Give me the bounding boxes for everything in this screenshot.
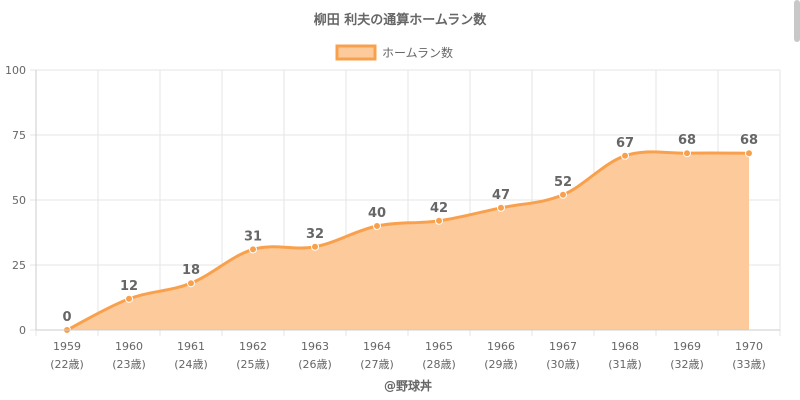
data-point <box>249 245 257 254</box>
legend: ホームラン数 <box>335 44 453 61</box>
chart-title: 柳田 利夫の通算ホームラン数 <box>314 12 487 28</box>
data-label: 12 <box>120 279 138 294</box>
x-tick-label: 1968 <box>611 340 639 353</box>
x-tick-sublabel: (27歳) <box>360 358 394 371</box>
x-tick-sublabel: (30歳) <box>546 358 580 371</box>
data-point <box>311 242 319 251</box>
data-point <box>621 151 629 160</box>
x-tick-sublabel: (31歳) <box>608 358 642 371</box>
data-point <box>373 222 381 230</box>
legend-label: ホームラン数 <box>382 45 453 60</box>
plot-area <box>63 149 753 334</box>
x-tick-label: 1961 <box>177 340 205 353</box>
x-tick-label: 1962 <box>239 340 267 353</box>
data-label: 32 <box>306 227 324 242</box>
data-label: 31 <box>244 229 262 244</box>
data-point <box>125 294 133 303</box>
x-tick-sublabel: (33歳) <box>732 358 766 371</box>
x-tick-sublabel: (25歳) <box>236 358 270 371</box>
x-tick-label: 1963 <box>301 340 329 353</box>
x-tick-sublabel: (26歳) <box>298 358 332 371</box>
data-point <box>497 203 505 212</box>
x-tick-label: 1965 <box>425 340 453 353</box>
y-tick-label: 25 <box>12 259 26 272</box>
legend-swatch <box>335 44 377 61</box>
data-label: 52 <box>554 175 572 190</box>
y-tick-label: 75 <box>12 129 26 142</box>
data-label: 47 <box>492 188 510 203</box>
series-area-fill <box>67 151 749 330</box>
y-tick-label: 0 <box>19 324 26 337</box>
data-label: 18 <box>182 263 200 278</box>
data-point <box>683 149 691 158</box>
data-label: 0 <box>62 310 71 325</box>
data-label: 68 <box>740 133 758 148</box>
scrollbar-thumb[interactable] <box>794 0 800 42</box>
data-label: 42 <box>430 201 448 216</box>
data-point <box>435 216 443 225</box>
data-point <box>187 279 195 288</box>
y-tick-label: 50 <box>12 194 26 207</box>
credit-text: @野球丼 <box>384 378 432 393</box>
x-tick-label: 1960 <box>115 340 143 353</box>
data-label: 40 <box>368 206 386 221</box>
x-tick-label: 1969 <box>673 340 701 353</box>
x-tick-sublabel: (29歳) <box>484 358 518 371</box>
y-tick-label: 100 <box>5 64 26 77</box>
x-tick-sublabel: (23歳) <box>112 358 146 371</box>
x-tick-label: 1970 <box>735 340 763 353</box>
x-tick-sublabel: (28歳) <box>422 358 456 371</box>
x-tick-label: 1964 <box>363 340 391 353</box>
data-point <box>745 149 753 158</box>
data-labels: 0 12 18 31 32 40 42 47 52 67 68 68 <box>62 133 758 325</box>
data-label: 68 <box>678 133 696 148</box>
data-point <box>559 190 567 199</box>
x-tick-sublabel: (32歳) <box>670 358 704 371</box>
x-tick-sublabel: (22歳) <box>50 358 84 371</box>
data-label: 67 <box>616 136 634 151</box>
x-tick-label: 1967 <box>549 340 577 353</box>
axes: 0 25 50 75 100 1959 (22歳) 1960 (23歳) 1961 (24歳) 196… <box>5 64 780 371</box>
x-tick-label: 1959 <box>53 340 81 353</box>
x-tick-label: 1966 <box>487 340 515 353</box>
x-tick-sublabel: (24歳) <box>174 358 208 371</box>
